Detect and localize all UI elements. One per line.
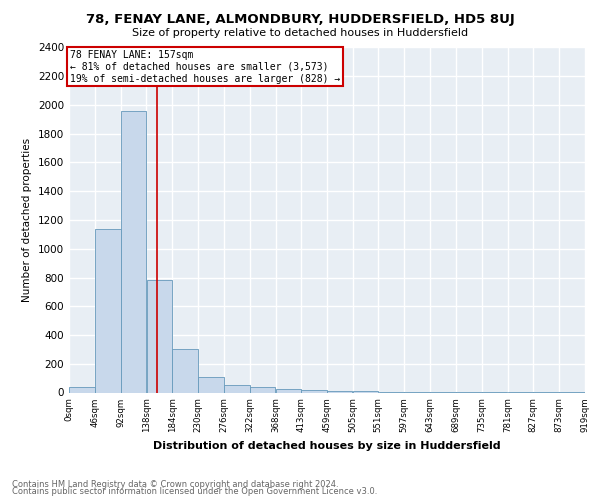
Bar bbox=[250, 388, 275, 392]
Text: Contains public sector information licensed under the Open Government Licence v3: Contains public sector information licen… bbox=[12, 487, 377, 496]
Bar bbox=[327, 391, 352, 392]
Text: 78 FENAY LANE: 157sqm
← 81% of detached houses are smaller (3,573)
19% of semi-d: 78 FENAY LANE: 157sqm ← 81% of detached … bbox=[70, 50, 340, 84]
Text: Contains HM Land Registry data © Crown copyright and database right 2024.: Contains HM Land Registry data © Crown c… bbox=[12, 480, 338, 489]
Bar bbox=[121, 110, 146, 392]
X-axis label: Distribution of detached houses by size in Huddersfield: Distribution of detached houses by size … bbox=[153, 440, 501, 450]
Bar bbox=[301, 390, 326, 392]
Text: 78, FENAY LANE, ALMONDBURY, HUDDERSFIELD, HD5 8UJ: 78, FENAY LANE, ALMONDBURY, HUDDERSFIELD… bbox=[86, 12, 514, 26]
Y-axis label: Number of detached properties: Number of detached properties bbox=[22, 138, 32, 302]
Text: Size of property relative to detached houses in Huddersfield: Size of property relative to detached ho… bbox=[132, 28, 468, 38]
Bar bbox=[172, 348, 198, 393]
Bar bbox=[69, 388, 95, 392]
Bar bbox=[224, 386, 250, 392]
Bar bbox=[146, 280, 172, 392]
Bar bbox=[276, 390, 301, 392]
Bar bbox=[95, 228, 121, 392]
Bar bbox=[198, 377, 224, 392]
